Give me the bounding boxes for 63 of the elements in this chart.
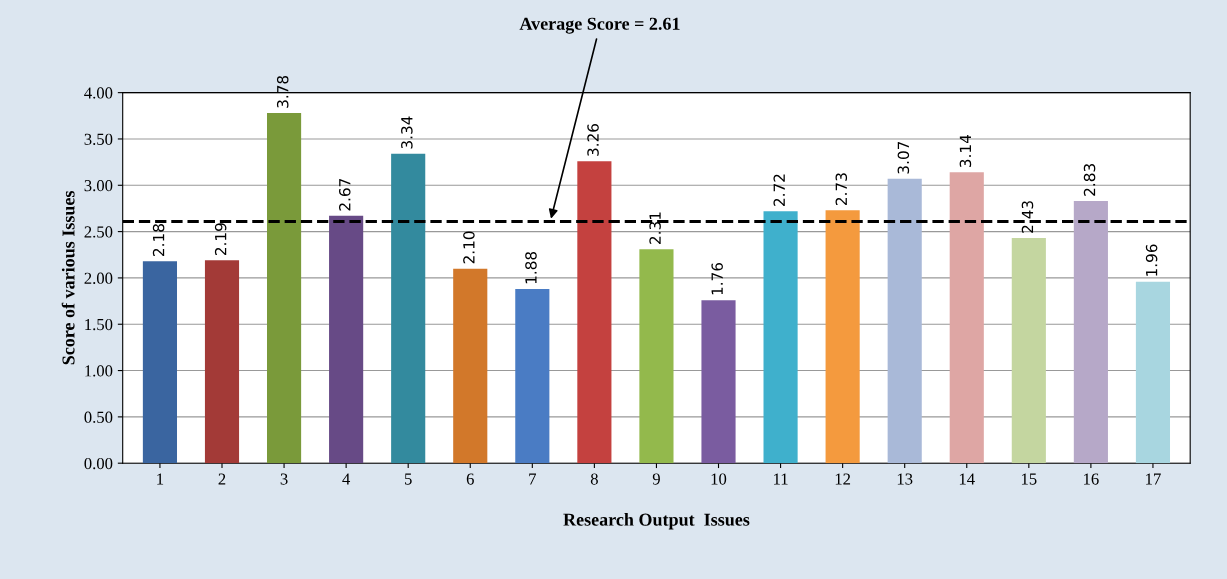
y-axis-title: Score of various Issues: [61, 191, 75, 365]
data-label: 2.67: [339, 178, 351, 211]
x-tick-label: 4: [342, 473, 351, 485]
bar: [329, 215, 364, 464]
data-label: 2.72: [773, 174, 785, 206]
y-tick-label: 2.00: [84, 272, 113, 284]
y-tick-label: 0.50: [84, 411, 113, 423]
x-tick-label: 14: [959, 473, 975, 485]
x-axis-title: Research Output Issues: [563, 513, 750, 530]
bar: [949, 172, 984, 464]
data-label: 3.26: [587, 123, 599, 156]
y-tick-label: 0.00: [84, 457, 113, 470]
y-tick-label: 2.50: [84, 226, 113, 238]
x-tick-label: 3: [280, 473, 288, 485]
data-label: 1.76: [711, 262, 723, 295]
x-tick-label: 16: [1084, 473, 1099, 485]
bar: [887, 178, 922, 464]
x-tick-label: 1: [157, 473, 164, 485]
data-label: 2.10: [463, 231, 475, 264]
bar: [1011, 238, 1046, 464]
x-tick-label: 12: [835, 473, 851, 485]
data-label: 2.73: [835, 173, 848, 206]
data-label: 1.96: [1145, 244, 1158, 276]
bar: [204, 260, 240, 464]
bar: [639, 249, 674, 464]
data-label: 2.18: [152, 224, 165, 256]
x-tick-label: 10: [711, 473, 727, 485]
bar: [142, 261, 178, 464]
bar: [1135, 281, 1171, 464]
data-label: 2.19: [214, 223, 227, 256]
data-label: 2.31: [649, 212, 661, 244]
data-label: 2.43: [1021, 201, 1034, 233]
bar: [453, 268, 488, 464]
data-label: 3.14: [959, 134, 972, 167]
x-tick-label: 9: [652, 473, 660, 485]
x-tick-label: 8: [590, 473, 598, 485]
x-tick-label: 17: [1146, 473, 1161, 485]
x-tick-label: 7: [529, 473, 537, 485]
x-tick-label: 6: [466, 473, 474, 485]
data-label: 3.78: [276, 75, 289, 108]
y-tick-label: 3.50: [84, 133, 113, 145]
bar: [515, 289, 550, 464]
data-label: 1.88: [525, 251, 537, 284]
bar: [1073, 201, 1108, 464]
x-tick-label: 13: [897, 473, 913, 485]
x-tick-label: 11: [774, 473, 788, 485]
data-label: 3.07: [897, 141, 910, 174]
x-tick-label: 5: [404, 473, 412, 485]
bar: [391, 153, 426, 464]
x-tick-label: 15: [1021, 473, 1037, 485]
bar: [267, 113, 302, 464]
ref-line-label: Average Score = 2.61: [519, 17, 680, 34]
bar: [577, 161, 612, 464]
bar: [701, 300, 736, 464]
bar: [763, 211, 798, 464]
y-tick-label: 3.00: [84, 179, 113, 192]
data-label: 2.83: [1083, 164, 1096, 196]
y-tick-label: 1.50: [85, 318, 113, 331]
data-label: 3.34: [401, 116, 413, 149]
y-tick-label: 4.00: [84, 87, 113, 99]
x-tick-label: 2: [218, 473, 226, 485]
bar: [825, 210, 860, 464]
y-tick-label: 1.00: [85, 365, 113, 377]
